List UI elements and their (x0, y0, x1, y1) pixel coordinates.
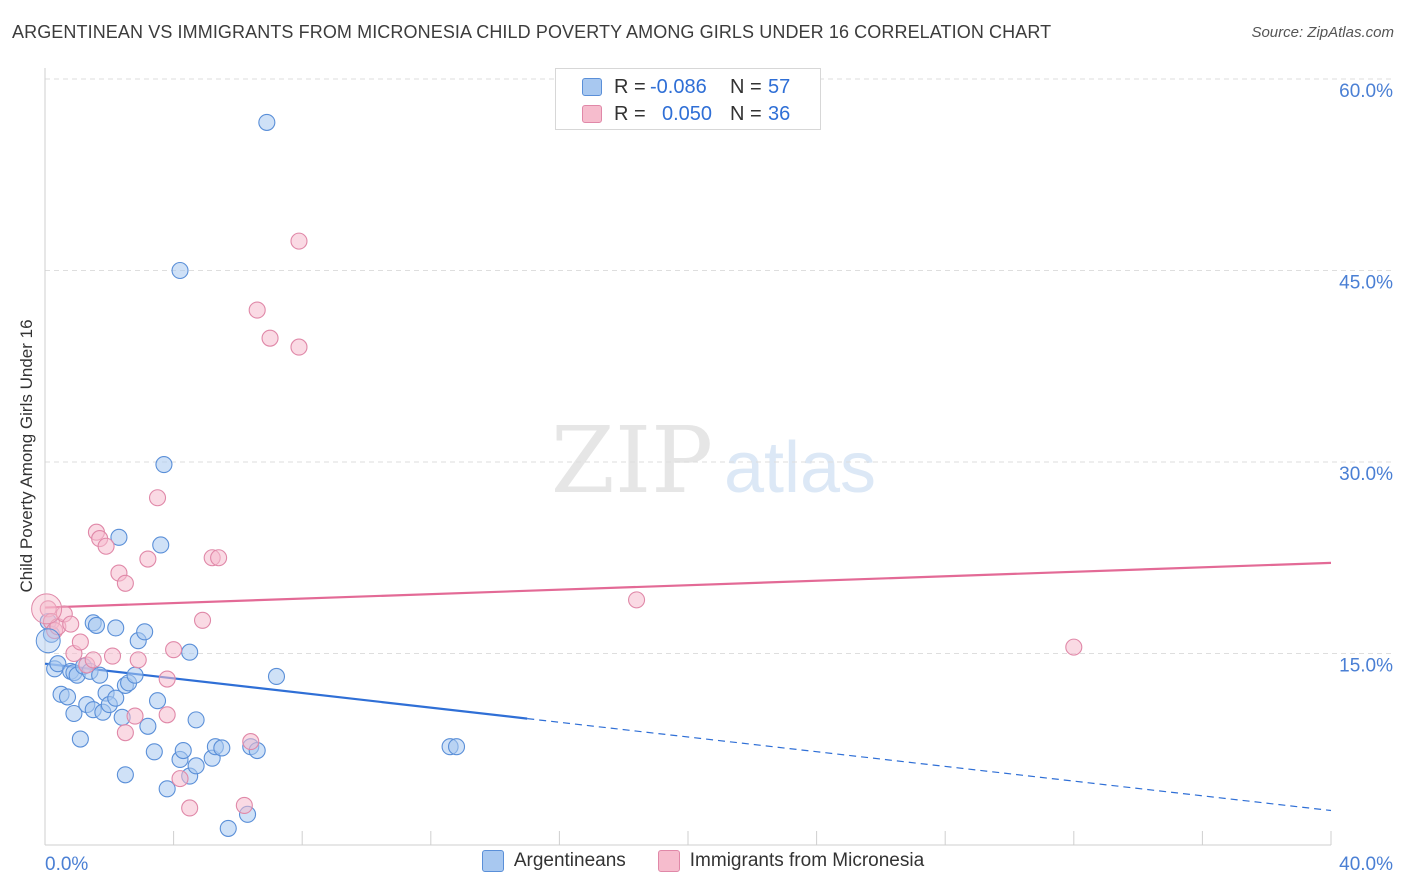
point-argentineans (71, 730, 89, 748)
point-micronesia (139, 550, 157, 568)
source-label: Source: ZipAtlas.com (1251, 24, 1394, 41)
point-argentineans (126, 666, 144, 684)
legend-r-value: -0.086 (650, 75, 707, 98)
legend-swatch-pink (657, 850, 680, 872)
point-argentineans (116, 766, 134, 784)
legend-n-value: 36 (768, 102, 791, 125)
y-tick-label: 45.0% (1339, 273, 1393, 294)
point-argentineans (219, 819, 237, 837)
legend-row-micronesia: R = 0.050 N = 36 (556, 101, 790, 127)
point-argentineans (110, 528, 128, 546)
legend-label-argentineans: Argentineans (513, 850, 626, 871)
point-micronesia (235, 796, 253, 814)
legend-r-label: R = (614, 75, 646, 98)
point-micronesia (193, 611, 212, 629)
legend-swatch-blue (582, 78, 602, 96)
x-tick-label: 0.0% (45, 854, 88, 875)
point-argentineans (152, 536, 170, 554)
axes (44, 68, 1332, 846)
point-micronesia (158, 670, 176, 688)
point-argentineans (145, 743, 163, 761)
legend-r-value: 0.050 (662, 102, 713, 125)
point-argentineans (171, 261, 189, 280)
point-argentineans (258, 113, 276, 131)
point-micronesia (103, 647, 122, 665)
legend-item-micronesia[interactable]: Immigrants from Micronesia (657, 850, 925, 872)
chart-title: ARGENTINEAN VS IMMIGRANTS FROM MICRONESI… (12, 22, 1052, 42)
legend-swatch-pink (582, 105, 602, 123)
legend-swatch-blue (481, 850, 504, 872)
point-micronesia (31, 593, 63, 625)
point-micronesia (171, 770, 189, 788)
point-argentineans (35, 628, 61, 654)
point-argentineans (187, 757, 205, 775)
legend-n-label: N = (730, 102, 762, 125)
point-argentineans (158, 780, 176, 798)
point-micronesia (248, 301, 266, 319)
legend-n-label: N = (730, 75, 762, 98)
point-argentineans (87, 616, 105, 634)
point-micronesia (116, 724, 134, 742)
trend-line-argentineans (44, 662, 528, 720)
legend-row-argentineans: R = -0.086 N = 57 (556, 74, 790, 100)
point-micronesia (62, 615, 80, 633)
y-tick-label: 15.0% (1339, 656, 1393, 677)
point-micronesia (181, 799, 199, 817)
point-argentineans (49, 655, 67, 673)
point-micronesia (116, 574, 134, 592)
point-argentineans (91, 666, 109, 684)
legend-n-value: 57 (768, 75, 791, 98)
watermark-atlas: atlas (724, 428, 876, 508)
trend-line-argentineans-extension (527, 718, 1332, 812)
trend-lines (44, 561, 1332, 812)
y-tick-label: 30.0% (1339, 464, 1393, 485)
point-micronesia (129, 651, 147, 669)
point-argentineans (107, 619, 125, 637)
x-tick-label: 40.0% (1339, 854, 1393, 875)
trend-line-micronesia (44, 561, 1332, 609)
point-argentineans (267, 667, 286, 686)
point-micronesia (290, 338, 308, 356)
legend-label-micronesia: Immigrants from Micronesia (689, 850, 925, 871)
point-micronesia (290, 232, 308, 250)
point-micronesia (84, 651, 102, 669)
point-micronesia (158, 706, 176, 724)
point-argentineans (148, 692, 167, 710)
point-argentineans (107, 689, 125, 707)
point-argentineans (187, 711, 205, 729)
point-argentineans (213, 739, 231, 757)
point-micronesia (242, 733, 260, 751)
point-micronesia (210, 549, 228, 567)
watermark: ZIP atlas (551, 407, 876, 514)
point-argentineans (155, 456, 173, 474)
y-tick-label: 60.0% (1339, 81, 1393, 102)
y-axis-label: Child Poverty Among Girls Under 16 (17, 319, 36, 593)
point-argentineans (58, 688, 77, 706)
point-micronesia (126, 707, 144, 725)
point-argentineans (447, 738, 466, 756)
point-micronesia (628, 591, 646, 609)
point-argentineans (139, 717, 157, 735)
point-micronesia (1065, 638, 1083, 656)
watermark-zip: ZIP (551, 407, 713, 514)
tick-labels: 15.0% 30.0% 45.0% 60.0% 0.0% 40.0% (45, 81, 1393, 875)
point-argentineans (181, 643, 199, 661)
point-argentineans (65, 704, 83, 723)
point-argentineans (136, 623, 154, 641)
point-micronesia (261, 329, 279, 347)
series-legend: Argentineans Immigrants from Micronesia (0, 850, 1406, 872)
data-points (31, 113, 1083, 837)
legend-r-label: R = (614, 102, 646, 125)
point-micronesia (71, 633, 89, 651)
point-micronesia (165, 641, 183, 659)
stats-legend: R = -0.086 N = 57 R = 0.050 N = 36 (555, 68, 821, 130)
point-micronesia (148, 489, 167, 507)
legend-item-argentineans[interactable]: Argentineans (481, 850, 626, 872)
point-micronesia (97, 537, 115, 555)
point-argentineans (174, 741, 192, 760)
